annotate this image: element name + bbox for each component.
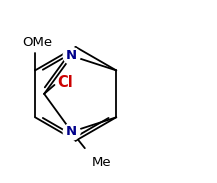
Circle shape (63, 123, 80, 140)
Text: Me: Me (91, 156, 111, 169)
Text: Cl: Cl (57, 75, 73, 90)
Text: OMe: OMe (22, 36, 53, 49)
Circle shape (63, 47, 80, 64)
Text: N: N (66, 49, 77, 62)
Text: N: N (66, 125, 77, 138)
